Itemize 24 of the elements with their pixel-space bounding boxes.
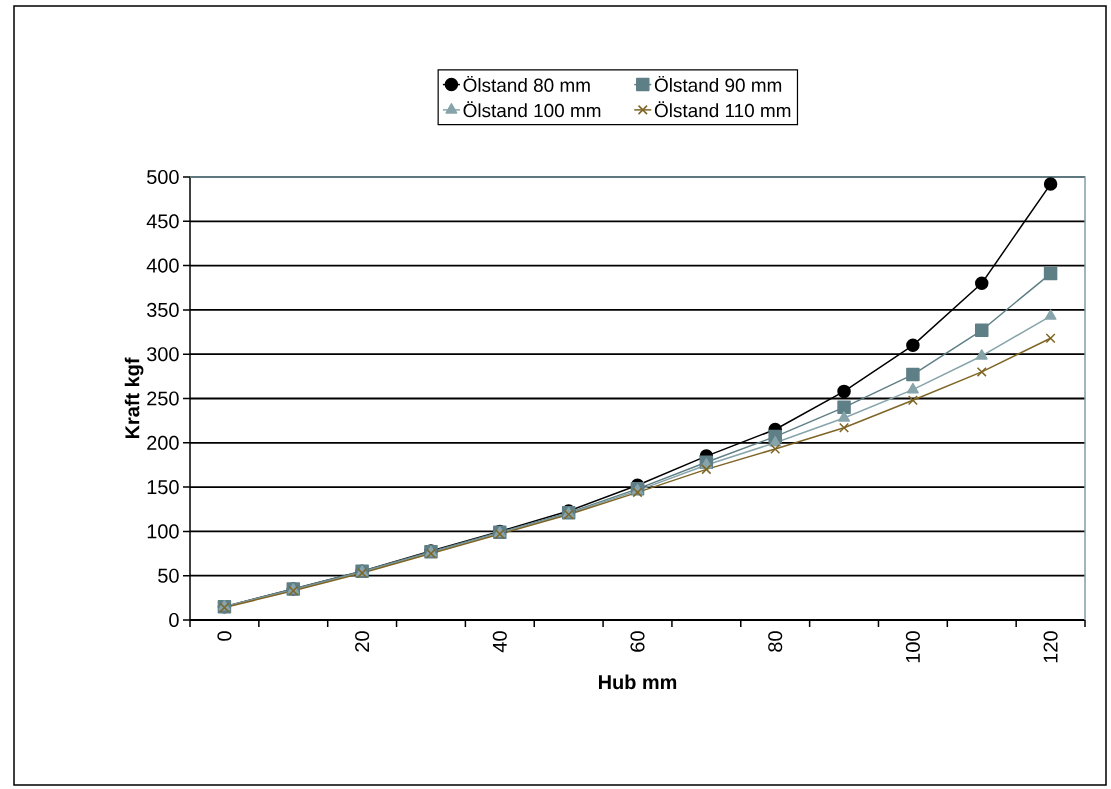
x-axis-title: Hub mm: [598, 674, 677, 690]
legend-label: Ölstand 80 mm: [463, 75, 590, 92]
y-tick-label: 450: [146, 214, 179, 229]
y-tick-label: 100: [147, 524, 179, 539]
x-tick-label: 80: [768, 631, 783, 652]
y-tick-label: 250: [147, 391, 179, 406]
legend-label: Ölstand 100 mm: [463, 101, 601, 118]
y-tick-label: 400: [146, 258, 179, 273]
x-tick-label: 20: [355, 631, 370, 652]
x-tick-label: 40: [492, 631, 507, 653]
y-tick-label: 200: [147, 435, 179, 450]
y-tick-label: 50: [158, 568, 179, 583]
legend-label: Ölstand 110 mm: [654, 101, 791, 118]
y-tick-label: 500: [147, 169, 179, 185]
legend-label: Ölstand 90 mm: [654, 75, 782, 92]
y-tick-label: 300: [147, 347, 179, 362]
x-tick-label: 120: [1043, 631, 1058, 663]
x-tick-label: 0: [217, 631, 232, 641]
y-tick-label: 350: [147, 302, 179, 317]
y-tick-label: 150: [147, 480, 179, 495]
y-axis-title: Kraft kgf: [124, 357, 144, 439]
x-tick-label: 60: [630, 631, 645, 652]
x-tick-label: 100: [905, 631, 920, 663]
y-tick-label: 0: [169, 612, 179, 628]
